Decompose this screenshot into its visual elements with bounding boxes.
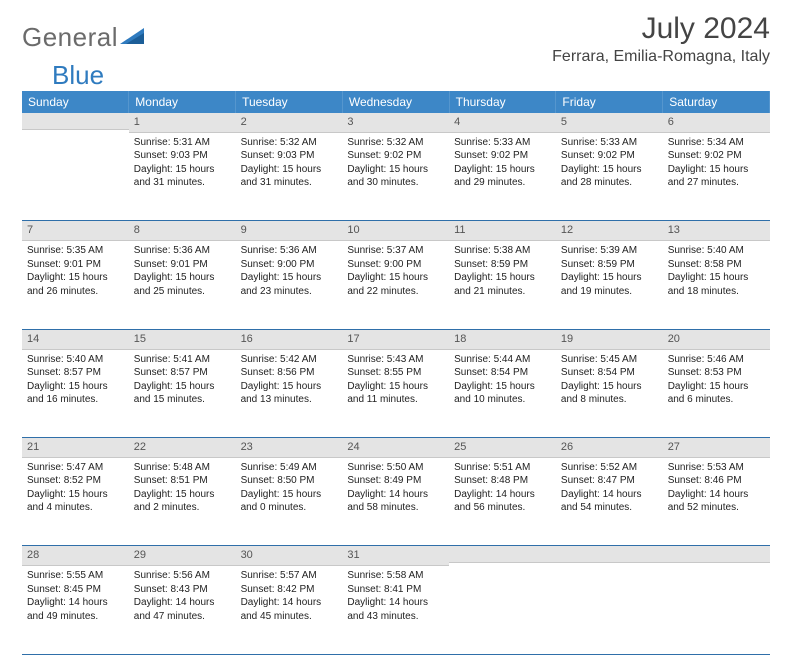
weekday-monday: Monday: [129, 91, 236, 113]
day-number-3: 3: [342, 113, 449, 133]
weekday-thursday: Thursday: [449, 91, 556, 113]
day-number-5: 5: [556, 113, 663, 133]
calendar-table: SundayMondayTuesdayWednesdayThursdayFrid…: [22, 91, 770, 655]
day-number-25: 25: [449, 438, 556, 458]
logo-mark-icon: [120, 24, 148, 51]
weekday-friday: Friday: [556, 91, 663, 113]
day-cell-30: Sunrise: 5:57 AMSunset: 8:42 PMDaylight:…: [236, 566, 343, 654]
weekday-saturday: Saturday: [663, 91, 770, 113]
day-number-16: 16: [236, 329, 343, 349]
day-cell-17: Sunrise: 5:43 AMSunset: 8:55 PMDaylight:…: [342, 350, 449, 438]
day-cell-11: Sunrise: 5:38 AMSunset: 8:59 PMDaylight:…: [449, 241, 556, 329]
day-cell-23: Sunrise: 5:49 AMSunset: 8:50 PMDaylight:…: [236, 458, 343, 546]
day-number-24: 24: [342, 438, 449, 458]
day-number-20: 20: [663, 329, 770, 349]
day-number-27: 27: [663, 438, 770, 458]
day-number-30: 30: [236, 546, 343, 566]
weekday-header-row: SundayMondayTuesdayWednesdayThursdayFrid…: [22, 91, 770, 113]
day-cell-18: Sunrise: 5:44 AMSunset: 8:54 PMDaylight:…: [449, 350, 556, 438]
day-number-6: 6: [663, 113, 770, 133]
day-number-15: 15: [129, 329, 236, 349]
logo: General: [22, 22, 148, 53]
day-cell-15: Sunrise: 5:41 AMSunset: 8:57 PMDaylight:…: [129, 350, 236, 438]
empty-daynum: [22, 113, 129, 133]
day-cell-21: Sunrise: 5:47 AMSunset: 8:52 PMDaylight:…: [22, 458, 129, 546]
empty-day: [449, 566, 556, 654]
day-cell-14: Sunrise: 5:40 AMSunset: 8:57 PMDaylight:…: [22, 350, 129, 438]
day-number-8: 8: [129, 221, 236, 241]
day-cell-2: Sunrise: 5:32 AMSunset: 9:03 PMDaylight:…: [236, 133, 343, 221]
day-number-4: 4: [449, 113, 556, 133]
day-cell-10: Sunrise: 5:37 AMSunset: 9:00 PMDaylight:…: [342, 241, 449, 329]
day-number-13: 13: [663, 221, 770, 241]
day-number-10: 10: [342, 221, 449, 241]
day-number-17: 17: [342, 329, 449, 349]
day-cell-27: Sunrise: 5:53 AMSunset: 8:46 PMDaylight:…: [663, 458, 770, 546]
empty-daynum: [556, 546, 663, 566]
empty-day: [22, 133, 129, 221]
weekday-wednesday: Wednesday: [342, 91, 449, 113]
day-cell-6: Sunrise: 5:34 AMSunset: 9:02 PMDaylight:…: [663, 133, 770, 221]
day-number-18: 18: [449, 329, 556, 349]
empty-day: [556, 566, 663, 654]
day-cell-1: Sunrise: 5:31 AMSunset: 9:03 PMDaylight:…: [129, 133, 236, 221]
weekday-tuesday: Tuesday: [236, 91, 343, 113]
day-cell-29: Sunrise: 5:56 AMSunset: 8:43 PMDaylight:…: [129, 566, 236, 654]
day-cell-8: Sunrise: 5:36 AMSunset: 9:01 PMDaylight:…: [129, 241, 236, 329]
day-cell-7: Sunrise: 5:35 AMSunset: 9:01 PMDaylight:…: [22, 241, 129, 329]
day-number-23: 23: [236, 438, 343, 458]
weekday-sunday: Sunday: [22, 91, 129, 113]
day-number-28: 28: [22, 546, 129, 566]
day-cell-20: Sunrise: 5:46 AMSunset: 8:53 PMDaylight:…: [663, 350, 770, 438]
day-cell-22: Sunrise: 5:48 AMSunset: 8:51 PMDaylight:…: [129, 458, 236, 546]
day-number-26: 26: [556, 438, 663, 458]
day-cell-26: Sunrise: 5:52 AMSunset: 8:47 PMDaylight:…: [556, 458, 663, 546]
day-cell-4: Sunrise: 5:33 AMSunset: 9:02 PMDaylight:…: [449, 133, 556, 221]
day-number-12: 12: [556, 221, 663, 241]
day-number-29: 29: [129, 546, 236, 566]
day-number-21: 21: [22, 438, 129, 458]
day-cell-9: Sunrise: 5:36 AMSunset: 9:00 PMDaylight:…: [236, 241, 343, 329]
empty-daynum: [449, 546, 556, 566]
day-cell-19: Sunrise: 5:45 AMSunset: 8:54 PMDaylight:…: [556, 350, 663, 438]
day-number-22: 22: [129, 438, 236, 458]
day-number-14: 14: [22, 329, 129, 349]
logo-word1: General: [22, 22, 118, 53]
day-number-11: 11: [449, 221, 556, 241]
day-cell-12: Sunrise: 5:39 AMSunset: 8:59 PMDaylight:…: [556, 241, 663, 329]
month-title: July 2024: [552, 12, 770, 46]
day-number-2: 2: [236, 113, 343, 133]
day-cell-13: Sunrise: 5:40 AMSunset: 8:58 PMDaylight:…: [663, 241, 770, 329]
day-number-9: 9: [236, 221, 343, 241]
day-number-7: 7: [22, 221, 129, 241]
day-number-31: 31: [342, 546, 449, 566]
day-cell-3: Sunrise: 5:32 AMSunset: 9:02 PMDaylight:…: [342, 133, 449, 221]
empty-day: [663, 566, 770, 654]
day-cell-25: Sunrise: 5:51 AMSunset: 8:48 PMDaylight:…: [449, 458, 556, 546]
day-cell-31: Sunrise: 5:58 AMSunset: 8:41 PMDaylight:…: [342, 566, 449, 654]
logo-word2: Blue: [52, 60, 792, 91]
day-cell-28: Sunrise: 5:55 AMSunset: 8:45 PMDaylight:…: [22, 566, 129, 654]
day-number-1: 1: [129, 113, 236, 133]
day-number-19: 19: [556, 329, 663, 349]
empty-daynum: [663, 546, 770, 566]
day-cell-5: Sunrise: 5:33 AMSunset: 9:02 PMDaylight:…: [556, 133, 663, 221]
day-cell-16: Sunrise: 5:42 AMSunset: 8:56 PMDaylight:…: [236, 350, 343, 438]
day-cell-24: Sunrise: 5:50 AMSunset: 8:49 PMDaylight:…: [342, 458, 449, 546]
